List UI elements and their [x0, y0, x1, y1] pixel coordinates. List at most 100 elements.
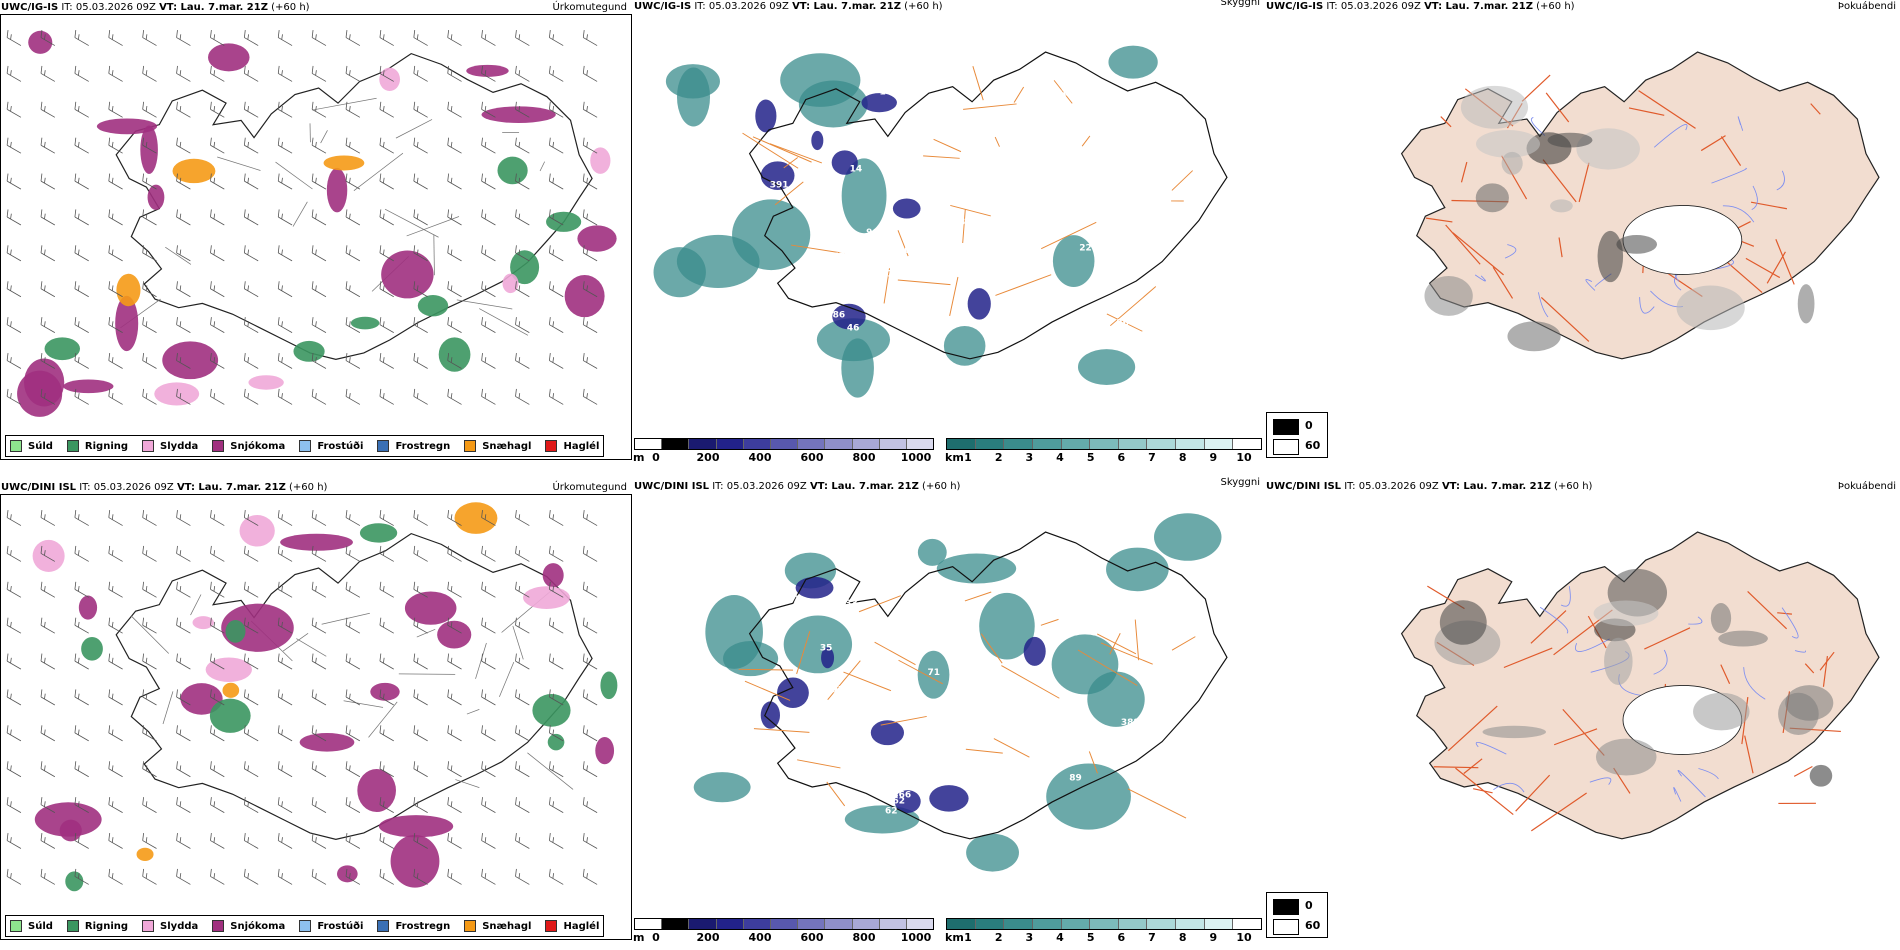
precip-area: [370, 682, 400, 701]
colorbar-step: [770, 439, 799, 449]
ceiling-label: 35: [820, 644, 833, 654]
wind-barb: [142, 832, 157, 849]
cloud-visibility-map: 126 62 97 67 21 33 243 174 89 111 71 107 279 366 218 58…: [693, 513, 1228, 872]
wind-barb: [40, 101, 56, 118]
precip-type-legend: Súld Rigning Slydda Snjókoma Frostúði Frostre…: [5, 915, 605, 937]
legend-swatch: [142, 440, 155, 452]
road: [1644, 627, 1691, 650]
legend-swatch: [66, 920, 79, 932]
wind-barb: [549, 281, 564, 298]
wind-barb: [481, 29, 496, 46]
colorbar-step: [1147, 919, 1177, 929]
ceiling-label: 420: [1124, 744, 1143, 754]
precip-area: [116, 273, 141, 307]
road: [1001, 665, 1060, 699]
colorbar-step: [852, 919, 880, 929]
wind-barb: [108, 352, 123, 369]
wind-barb: [515, 388, 530, 405]
init-time: IT: 05.03.2026 09Z: [712, 481, 807, 492]
model-row-dini-isl: UWC/DINI ISL IT: 05.03.2026 09Z VT: Lau.…: [0, 477, 1900, 950]
wind-barb: [40, 317, 56, 333]
iceland-land: [115, 532, 593, 840]
precip-area: [381, 250, 434, 299]
precip-area: [180, 683, 223, 715]
colorbar-tick-label: 0: [652, 931, 660, 944]
wind-barb: [379, 545, 394, 562]
wind-barb: [379, 617, 394, 634]
wind-barb: [311, 832, 327, 849]
road: [843, 671, 892, 692]
colorbar-step: [1090, 919, 1119, 929]
ceiling-label: 67: [821, 211, 834, 221]
wind-barb: [379, 797, 394, 813]
low-ceiling-area: [811, 130, 824, 151]
road: [1440, 116, 1452, 128]
wind-barb: [413, 65, 428, 82]
ceiling-label: 162: [1122, 111, 1141, 121]
road: [769, 143, 823, 164]
wind-barb: [582, 137, 598, 154]
road: [1540, 297, 1590, 342]
legend-label: Súld: [28, 440, 53, 452]
wind-barb: [549, 581, 564, 598]
road: [790, 244, 845, 254]
road: [753, 728, 810, 733]
road: [1747, 591, 1788, 630]
wind-barb: [6, 173, 22, 190]
wind-barb: [210, 137, 225, 154]
wind-barb: [379, 29, 394, 46]
river: [1677, 770, 1706, 798]
road: [1040, 618, 1059, 626]
low-ceiling-area: [777, 677, 809, 709]
wind-barb: [74, 388, 89, 405]
colorbar-tick-label: 4: [1056, 931, 1064, 944]
wind-barb: [515, 689, 530, 706]
colorbar-step: [635, 919, 663, 929]
low-visibility-area: [841, 158, 887, 234]
legend-label: Haglél: [563, 440, 600, 452]
road: [527, 752, 574, 790]
wind-barb: [413, 29, 428, 46]
wind-barb: [210, 868, 225, 885]
wind-barb: [176, 245, 191, 262]
wind-barb: [277, 173, 293, 190]
precip-area: [542, 563, 564, 588]
wind-barb: [582, 317, 598, 333]
legend-swatch: [212, 440, 225, 452]
road: [995, 274, 1052, 296]
colorbar-step: [743, 919, 771, 929]
wind-barb: [6, 29, 22, 46]
road: [499, 661, 515, 698]
wind-barb: [277, 545, 293, 562]
road: [1171, 636, 1196, 651]
low-visibility-area: [966, 833, 1019, 872]
iceland-land: [1400, 531, 1880, 840]
ceiling-label: 89: [1069, 773, 1082, 783]
wind-barb: [40, 832, 56, 849]
wind-barb: [311, 797, 327, 813]
colorbar-step: [947, 439, 976, 449]
ceiling-label: 326: [854, 622, 873, 632]
wind-barb: [40, 29, 56, 46]
road: [964, 591, 992, 602]
precip-area: [564, 274, 605, 318]
visibility-colorbar: km 1 2 3 4 5 6 7 8 9 10: [945, 918, 1262, 948]
coastline: [748, 531, 1228, 840]
wind-barb: [447, 581, 462, 598]
wind-barb: [40, 509, 56, 526]
wind-barb: [210, 388, 225, 405]
wind-barb: [40, 689, 56, 706]
init-time: IT: 05.03.2026 09Z: [1326, 1, 1421, 12]
river: [1539, 606, 1569, 634]
road: [1445, 224, 1481, 265]
wind-barb: [142, 352, 157, 369]
colorbar-tick-label: 3: [1025, 451, 1034, 464]
road: [275, 161, 313, 190]
wind-barb: [447, 101, 462, 118]
road: [858, 595, 901, 613]
wind-barb: [582, 653, 598, 670]
colorbar-step: [743, 439, 771, 449]
wind-barb: [6, 509, 22, 526]
fog-area: [1604, 637, 1633, 685]
colorbar-step: [716, 919, 744, 929]
